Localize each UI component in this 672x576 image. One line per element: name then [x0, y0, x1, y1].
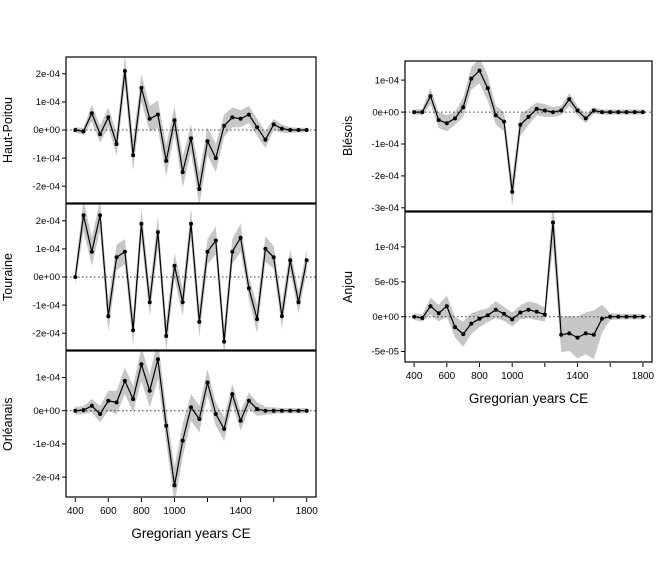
x-axis-title-left: Gregorian years CE [131, 526, 251, 541]
chart-orleanais: 1e-04 0e+00 -1e-04 -2e-04 [33, 350, 317, 498]
svg-text:-2e-04: -2e-04 [33, 328, 60, 339]
panel-anjou: Anjou 1e-04 5e-05 0e+00 -5e-05 [340, 211, 656, 363]
svg-text:1800: 1800 [632, 371, 655, 382]
svg-text:600: 600 [438, 371, 455, 382]
panel-orleanais: Orléanais 1e-04 0e+00 -1e-04 -2e-04 [0, 350, 320, 498]
svg-text:1e-04: 1e-04 [36, 97, 60, 108]
x-axis-left: 400 600 800 1000 1400 1800 [67, 498, 319, 517]
svg-text:1000: 1000 [163, 506, 186, 517]
svg-text:-3e-04: -3e-04 [372, 203, 399, 212]
ylabel-anjou: Anjou [341, 271, 355, 303]
svg-text:1e-04: 1e-04 [36, 373, 60, 384]
chart-touraine: 2e-04 1e-04 0e+00 -1e-04 -2e-04 [33, 203, 317, 351]
axis-spacer [340, 363, 356, 387]
ylabel-blesois: Blésois [341, 115, 355, 157]
svg-text:-1e-04: -1e-04 [33, 153, 60, 164]
svg-text:600: 600 [100, 506, 117, 517]
panel-touraine: Touraine 2e-04 1e-04 0e+00 -1e-04 -2e-04 [0, 203, 320, 351]
x-axis-right: 400 600 800 1000 1400 1800 [406, 363, 655, 382]
svg-text:-2e-04: -2e-04 [33, 472, 60, 483]
chart-blesois: 1e-04 0e+00 -1e-04 -2e-04 -3e-04 [372, 60, 653, 212]
svg-text:-1e-04: -1e-04 [372, 139, 399, 150]
ylabel-orleanais: Orléanais [1, 397, 15, 451]
x-axis-row-right: 400 600 800 1000 1400 1800 [340, 363, 656, 387]
svg-text:0e+00: 0e+00 [33, 406, 60, 417]
svg-text:5e-05: 5e-05 [375, 277, 399, 288]
ylabel-haut-poitou: Haut-Poitou [1, 97, 15, 164]
x-axis-row-left: 400 600 800 1000 1400 1800 [0, 498, 320, 522]
svg-text:400: 400 [67, 506, 84, 517]
svg-text:-1e-04: -1e-04 [33, 300, 60, 311]
svg-text:1e-04: 1e-04 [375, 75, 399, 86]
svg-text:0e+00: 0e+00 [372, 312, 399, 323]
panel-haut-poitou: Haut-Poitou 2e-04 1e-04 0e+00 -1e-04 -2e-04 [0, 56, 320, 204]
svg-text:1e-04: 1e-04 [375, 242, 399, 253]
axis-spacer [0, 498, 16, 522]
svg-text:800: 800 [471, 371, 488, 382]
svg-text:2e-04: 2e-04 [36, 69, 60, 80]
svg-text:400: 400 [406, 371, 423, 382]
svg-text:1800: 1800 [296, 506, 319, 517]
svg-text:1e-04: 1e-04 [36, 244, 60, 255]
svg-text:1400: 1400 [229, 506, 252, 517]
svg-text:0e+00: 0e+00 [33, 125, 60, 136]
svg-text:800: 800 [133, 506, 150, 517]
svg-text:-1e-04: -1e-04 [33, 439, 60, 450]
chart-haut-poitou: 2e-04 1e-04 0e+00 -1e-04 -2e-04 [33, 56, 317, 204]
chart-anjou: 1e-04 5e-05 0e+00 -5e-05 [372, 211, 653, 363]
svg-text:-2e-04: -2e-04 [33, 181, 60, 192]
svg-text:0e+00: 0e+00 [372, 107, 399, 118]
svg-text:1000: 1000 [501, 371, 524, 382]
svg-text:1400: 1400 [566, 371, 589, 382]
panel-blesois: Blésois 1e-04 0e+00 -1e-04 -2e-04 -3e-04 [340, 60, 656, 212]
svg-text:2e-04: 2e-04 [36, 216, 60, 227]
x-axis-title-right: Gregorian years CE [468, 391, 589, 406]
ylabel-touraine: Touraine [1, 253, 15, 301]
left-column: Haut-Poitou 2e-04 1e-04 0e+00 -1e-04 -2e-04 … [0, 56, 320, 541]
svg-text:0e+00: 0e+00 [33, 272, 60, 283]
right-column: Blésois 1e-04 0e+00 -1e-04 -2e-04 -3e-04 Anj… [340, 60, 656, 406]
svg-text:-2e-04: -2e-04 [372, 171, 399, 182]
svg-text:-5e-05: -5e-05 [372, 347, 399, 358]
